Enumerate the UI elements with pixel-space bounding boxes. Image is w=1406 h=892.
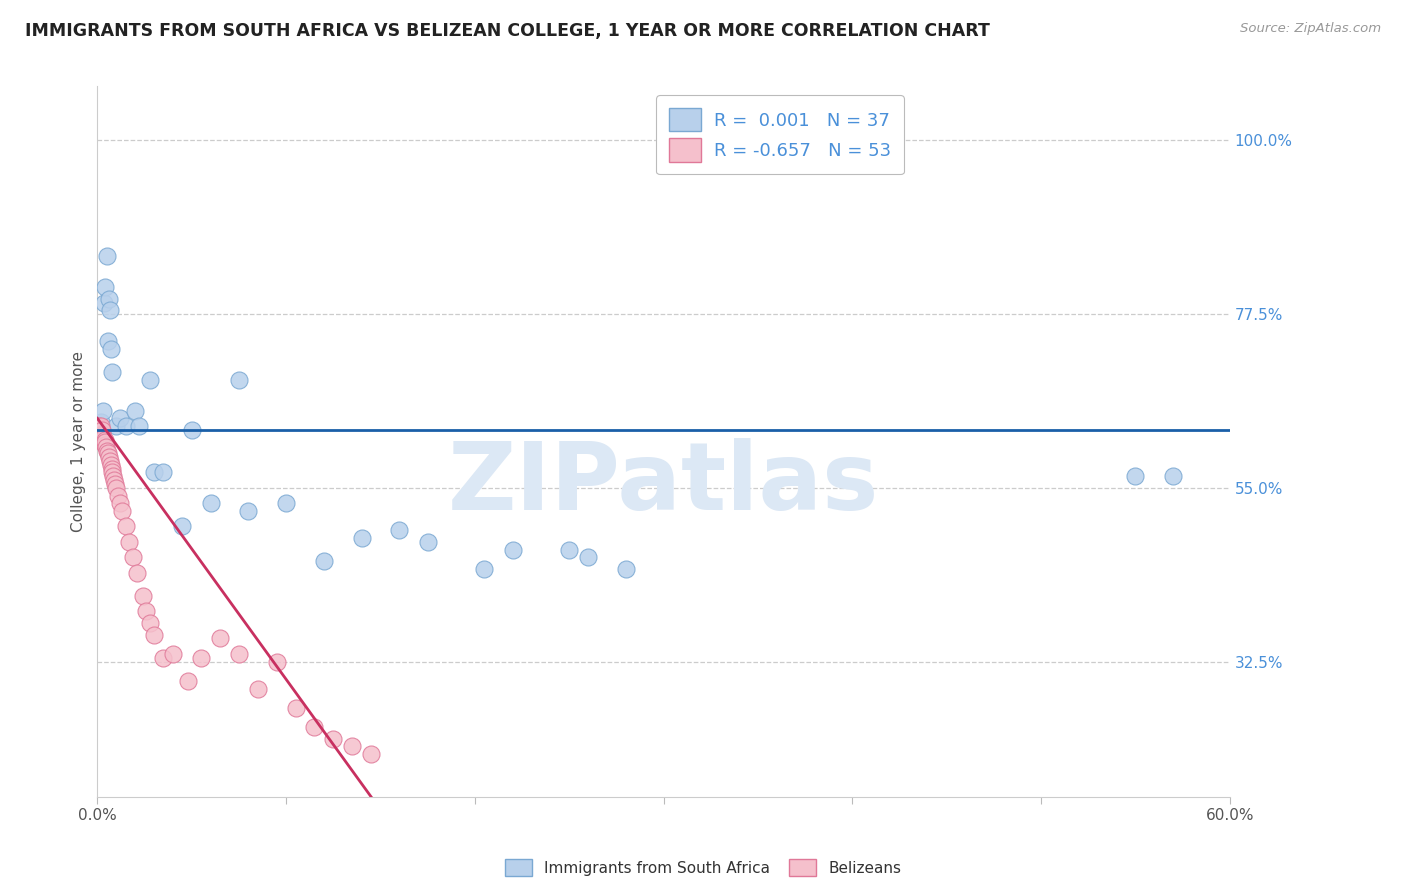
Point <box>128 419 150 434</box>
Point <box>208 632 231 646</box>
Point <box>143 627 166 641</box>
Point <box>98 303 121 318</box>
Legend: Immigrants from South Africa, Belizeans: Immigrants from South Africa, Belizeans <box>499 853 907 882</box>
Point <box>111 504 134 518</box>
Point <box>105 481 128 495</box>
Point <box>91 423 114 437</box>
Point <box>124 403 146 417</box>
Point <box>322 731 344 746</box>
Point <box>152 466 174 480</box>
Text: ZIPatlas: ZIPatlas <box>449 438 879 530</box>
Point <box>312 554 335 568</box>
Point <box>94 280 117 294</box>
Point <box>90 428 112 442</box>
Point <box>472 562 495 576</box>
Point <box>100 461 122 475</box>
Point <box>114 519 136 533</box>
Point <box>765 156 787 170</box>
Point <box>89 420 111 434</box>
Point <box>104 477 127 491</box>
Point <box>94 434 117 449</box>
Point <box>238 504 260 518</box>
Point <box>107 489 129 503</box>
Point <box>614 562 637 576</box>
Point <box>118 534 141 549</box>
Point <box>274 496 297 510</box>
Point <box>785 156 807 170</box>
Point <box>90 419 112 434</box>
Point <box>97 292 120 306</box>
Point <box>103 473 125 487</box>
Point <box>93 431 115 445</box>
Point <box>360 747 382 762</box>
Point <box>89 425 111 439</box>
Point <box>90 426 112 441</box>
Point <box>162 647 184 661</box>
Point <box>93 436 115 450</box>
Y-axis label: College, 1 year or more: College, 1 year or more <box>72 351 86 532</box>
Point <box>1125 469 1147 483</box>
Point <box>101 365 124 379</box>
Point <box>246 681 269 696</box>
Point <box>96 443 118 458</box>
Point <box>87 419 110 434</box>
Point <box>558 542 581 557</box>
Point <box>200 496 222 510</box>
Point <box>143 466 166 480</box>
Point <box>101 466 124 480</box>
Point <box>105 419 128 434</box>
Point <box>135 604 157 618</box>
Point <box>89 423 111 437</box>
Point <box>152 650 174 665</box>
Point <box>131 589 153 603</box>
Point <box>416 534 439 549</box>
Point <box>97 450 120 464</box>
Point <box>139 373 162 387</box>
Point <box>172 519 194 533</box>
Text: IMMIGRANTS FROM SOUTH AFRICA VS BELIZEAN COLLEGE, 1 YEAR OR MORE CORRELATION CHA: IMMIGRANTS FROM SOUTH AFRICA VS BELIZEAN… <box>25 22 990 40</box>
Legend: R =  0.001   N = 37, R = -0.657   N = 53: R = 0.001 N = 37, R = -0.657 N = 53 <box>657 95 904 174</box>
Point <box>98 454 121 468</box>
Point <box>96 249 118 263</box>
Point <box>122 550 145 565</box>
Point <box>228 373 250 387</box>
Point <box>177 673 200 688</box>
Point <box>90 415 112 429</box>
Point <box>180 423 202 437</box>
Point <box>93 295 115 310</box>
Point <box>139 615 162 630</box>
Point <box>304 720 326 734</box>
Point <box>90 431 112 445</box>
Text: Source: ZipAtlas.com: Source: ZipAtlas.com <box>1240 22 1381 36</box>
Point <box>228 647 250 661</box>
Point <box>190 650 212 665</box>
Point <box>94 438 117 452</box>
Point <box>94 440 117 454</box>
Point <box>97 446 120 460</box>
Point <box>388 524 411 538</box>
Point <box>100 342 122 356</box>
Point <box>91 433 114 447</box>
Point <box>266 655 288 669</box>
Point <box>91 434 114 449</box>
Point <box>125 566 148 580</box>
Point <box>576 550 599 565</box>
Point <box>103 469 125 483</box>
Point <box>108 411 131 425</box>
Point <box>100 458 122 472</box>
Point <box>93 433 115 447</box>
Point <box>350 531 373 545</box>
Point <box>89 426 111 441</box>
Point <box>340 739 363 754</box>
Point <box>114 419 136 434</box>
Point <box>502 542 524 557</box>
Point <box>91 403 114 417</box>
Point <box>284 701 307 715</box>
Point <box>1161 469 1184 483</box>
Point <box>108 496 131 510</box>
Point <box>97 334 120 348</box>
